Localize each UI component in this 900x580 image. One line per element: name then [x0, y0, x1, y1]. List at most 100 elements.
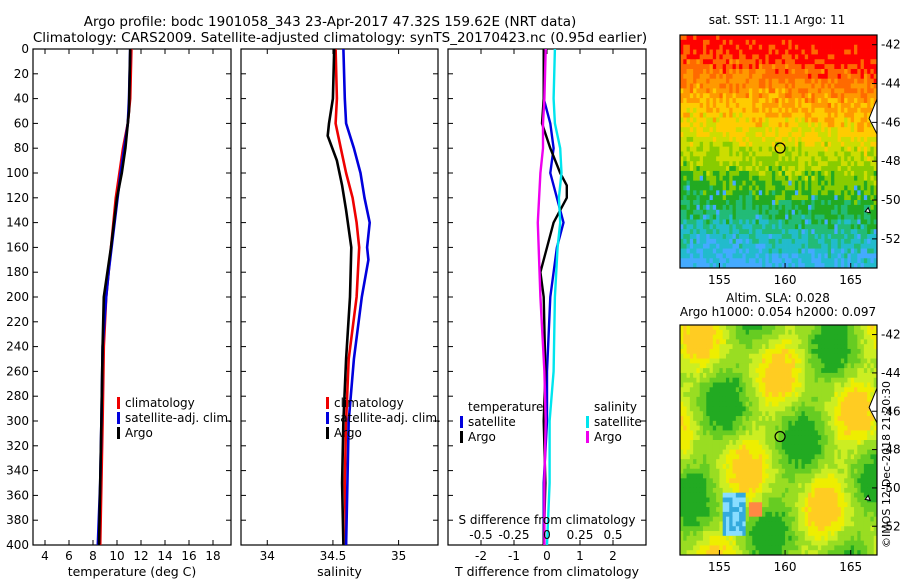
map-cell	[755, 136, 760, 143]
map-cell	[758, 368, 763, 374]
map-cell	[765, 406, 770, 412]
map-cell	[735, 372, 740, 379]
map-cell	[821, 339, 825, 345]
map-cell	[768, 136, 773, 143]
map-cell	[696, 258, 701, 264]
map-cell	[709, 368, 714, 374]
map-cell	[794, 440, 799, 446]
map-cell	[755, 444, 760, 450]
map-cell	[716, 392, 720, 398]
map-cell	[827, 180, 832, 186]
map-cell	[745, 146, 750, 152]
map-cell	[686, 49, 691, 55]
map-cell	[794, 387, 799, 393]
map-cell	[699, 396, 704, 403]
map-cell	[808, 161, 812, 167]
map-cell	[683, 416, 687, 422]
map-cell	[840, 214, 845, 220]
map-cell	[696, 420, 701, 427]
map-cell	[712, 344, 717, 350]
map-cell	[798, 88, 802, 94]
map-cell	[712, 325, 717, 331]
map-cell	[775, 406, 779, 412]
x-tick-label: 10	[109, 549, 124, 563]
map-cell	[771, 209, 776, 215]
map-cell	[788, 430, 793, 436]
map-cell	[778, 348, 783, 355]
map-cell	[742, 204, 747, 211]
map-cell	[745, 98, 750, 104]
map-cell	[827, 344, 832, 350]
map-cell	[716, 263, 720, 269]
map-cell	[870, 325, 875, 331]
map-cell	[831, 44, 835, 50]
map-cell	[706, 175, 710, 182]
map-cell	[686, 416, 691, 422]
map-cell	[870, 49, 875, 55]
map-cell	[745, 396, 750, 403]
map-cell	[706, 54, 710, 60]
map-cell	[788, 348, 793, 355]
map-cell	[689, 440, 694, 446]
map-cell	[722, 344, 727, 350]
map-cell	[801, 387, 806, 393]
map-cell	[748, 425, 753, 431]
map-cell	[863, 248, 868, 254]
map-cell	[811, 353, 816, 359]
map-cell	[854, 209, 858, 215]
map-cell	[680, 396, 684, 403]
map-cell	[745, 49, 750, 55]
plot-frame	[447, 48, 647, 546]
map-cell	[781, 344, 786, 350]
map-cell	[817, 224, 822, 230]
map-cell	[873, 463, 878, 470]
map-cell	[722, 122, 727, 128]
map-cell	[683, 117, 687, 123]
map-cell	[702, 78, 707, 84]
map-cell	[808, 377, 812, 383]
map-cell	[680, 136, 684, 143]
map-cell	[821, 73, 825, 80]
map-cell	[729, 363, 733, 369]
map-cell	[837, 54, 842, 60]
map-cell	[725, 377, 730, 383]
map-cell	[742, 234, 747, 240]
map-cell	[775, 387, 779, 393]
map-cell	[873, 136, 878, 143]
map-cell	[752, 161, 756, 167]
map-cell	[712, 392, 717, 398]
map-cell	[870, 234, 875, 240]
map-cell	[722, 156, 727, 162]
map-cell	[762, 132, 766, 138]
map-cell	[817, 209, 822, 215]
map-cell	[834, 170, 838, 177]
map-cell	[785, 368, 789, 374]
map-cell	[696, 353, 701, 359]
map-cell	[686, 83, 691, 89]
map-cell	[739, 180, 743, 186]
map-cell	[844, 102, 848, 109]
map-cell	[762, 161, 766, 167]
map-cell	[854, 348, 858, 355]
map-cell	[732, 35, 737, 41]
map-cell	[702, 93, 707, 99]
map-cell	[775, 107, 779, 114]
map-cell	[873, 420, 878, 427]
map-cell	[804, 44, 809, 50]
map-cell	[867, 73, 871, 80]
map-cell	[752, 185, 756, 191]
map-cell	[712, 68, 717, 75]
map-cell	[729, 44, 733, 50]
map-cell	[683, 54, 687, 60]
map-cell	[794, 353, 799, 359]
map-cell	[778, 161, 783, 167]
map-cell	[702, 392, 707, 398]
map-cell	[824, 170, 829, 177]
map-cell	[804, 59, 809, 65]
map-cell	[762, 382, 766, 388]
map-cell	[847, 93, 852, 99]
map-cell	[804, 444, 809, 450]
map-cell	[725, 88, 730, 94]
map-cell	[735, 78, 740, 84]
map-cell	[837, 136, 842, 143]
